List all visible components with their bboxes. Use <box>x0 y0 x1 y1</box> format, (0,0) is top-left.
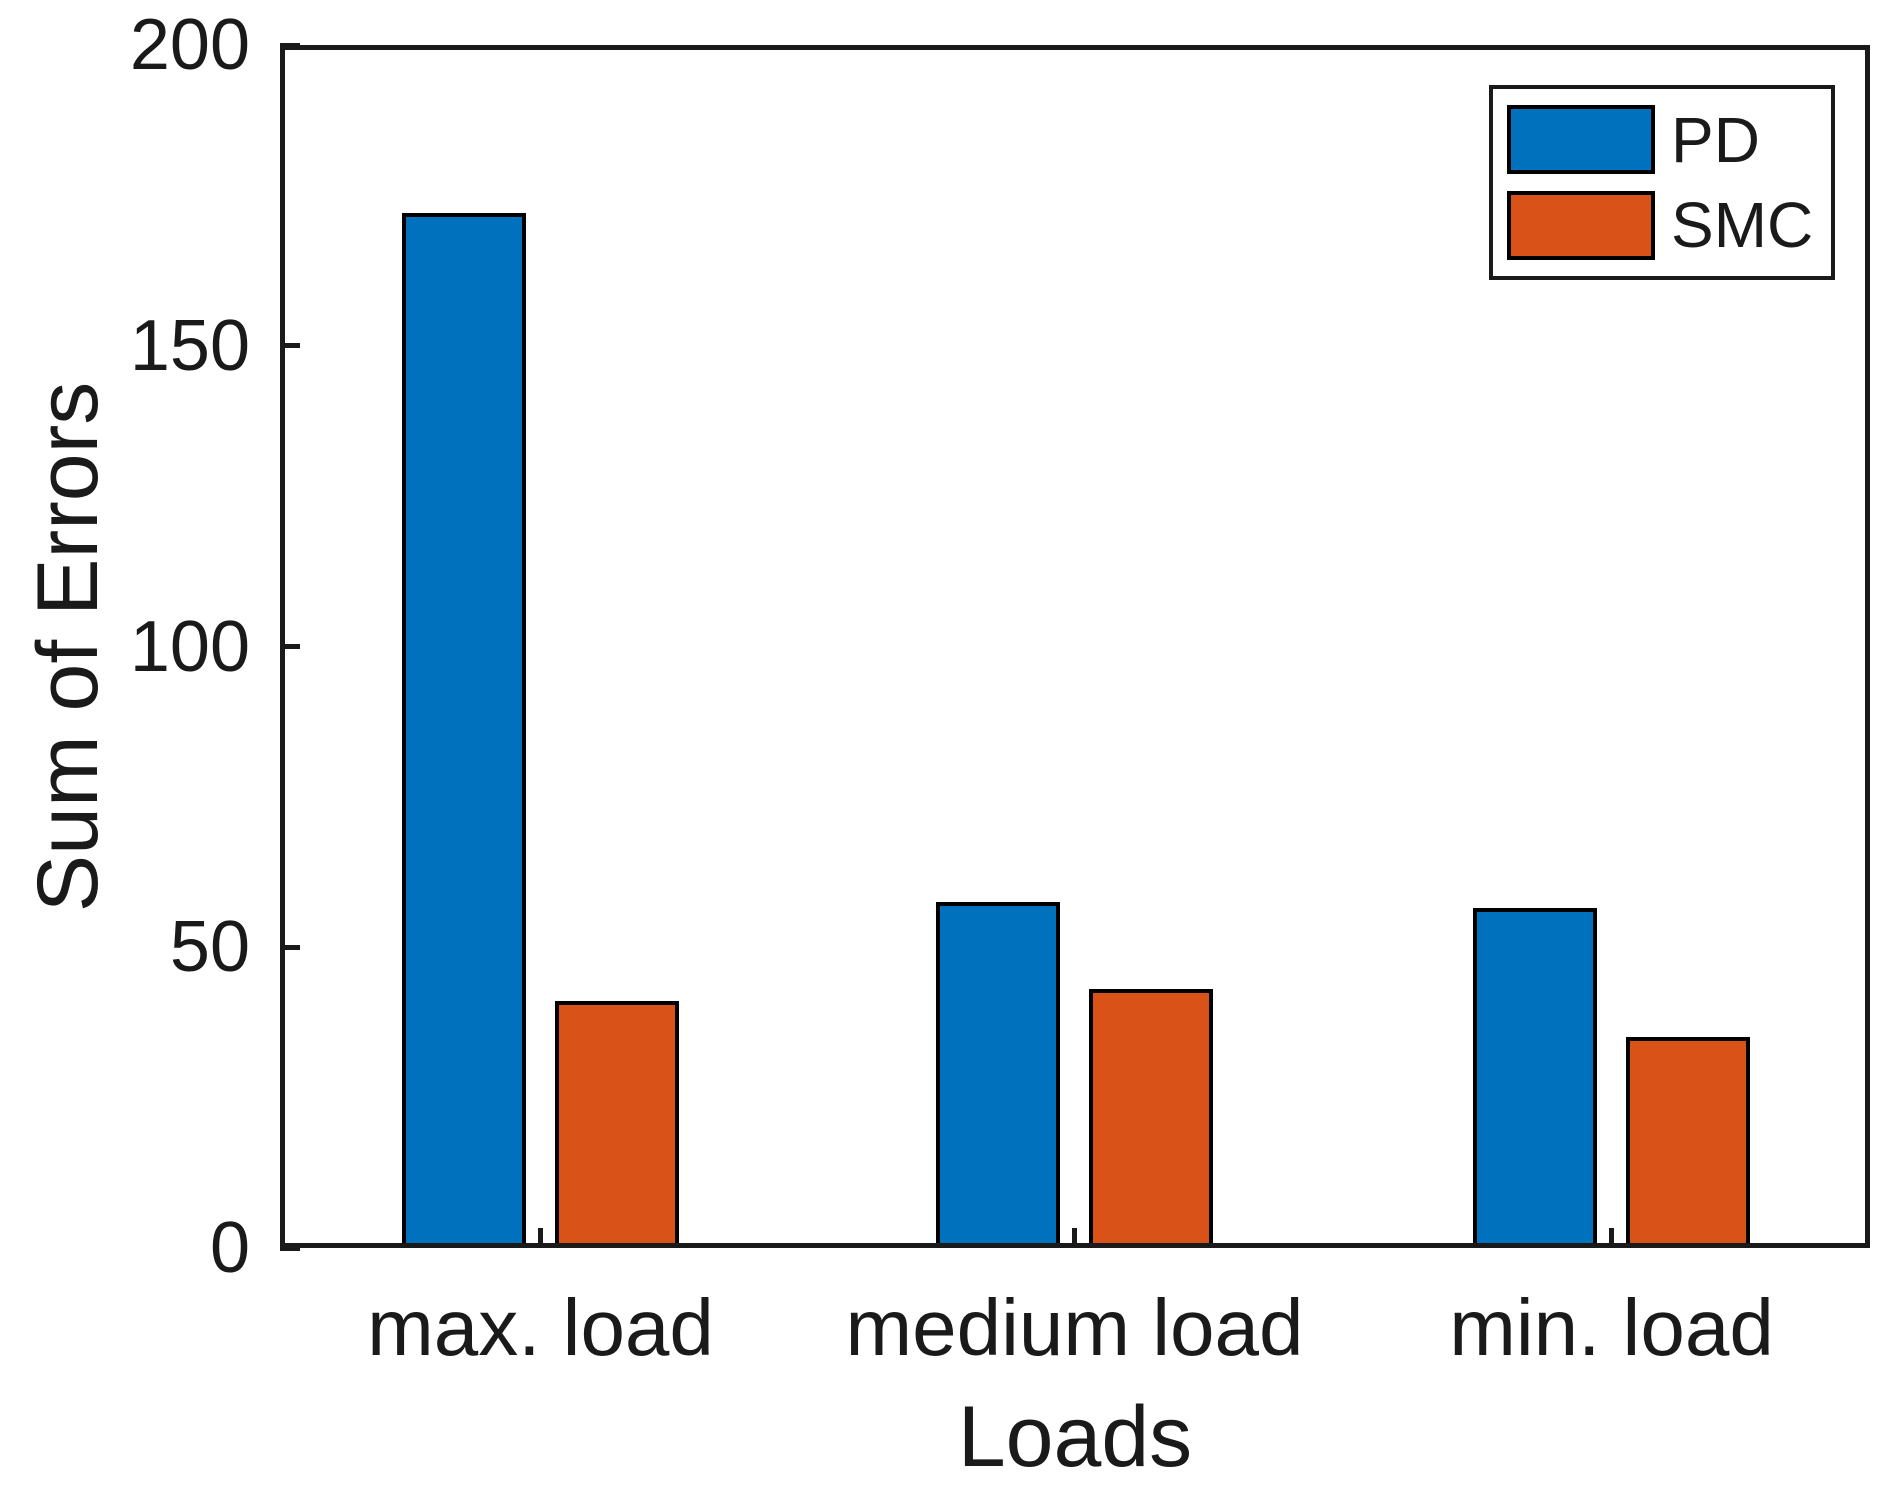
x-tick-min-load <box>1609 1228 1614 1248</box>
smc-color-swatch <box>1507 190 1655 260</box>
bar-smc-max-load <box>555 1001 679 1248</box>
y-tick-label-50: 50 <box>169 907 250 988</box>
y-tick-200 <box>280 42 300 48</box>
y-tick-100 <box>280 644 300 649</box>
y-tick-50 <box>280 944 300 950</box>
bar-smc-medium-load <box>1089 989 1213 1248</box>
x-tick-label-max-load: max. load <box>367 1283 714 1372</box>
x-tick-max-load <box>538 1228 543 1248</box>
legend-item-smc: SMC <box>1507 189 1831 262</box>
y-tick-label-150: 150 <box>129 305 250 386</box>
x-tick-medium-load <box>1072 1228 1077 1248</box>
bar-pd-medium-load <box>936 902 1060 1248</box>
legend-item-pd: PD <box>1507 103 1831 176</box>
y-tick-label-0: 0 <box>209 1208 250 1288</box>
x-tick-label-medium-load: medium load <box>845 1283 1304 1372</box>
plot-area <box>280 42 1870 1251</box>
legend-label-pd: PD <box>1671 103 1760 176</box>
x-axis-label: Loads <box>957 1389 1193 1485</box>
legend-label-smc: SMC <box>1671 189 1814 262</box>
y-tick-150 <box>280 343 300 349</box>
y-tick-label-100: 100 <box>129 606 250 687</box>
pd-color-swatch <box>1507 105 1655 175</box>
bar-pd-min-load <box>1473 908 1597 1248</box>
bar-smc-min-load <box>1626 1037 1750 1248</box>
legend: PD SMC <box>1489 85 1835 280</box>
x-tick-label-min-load: min. load <box>1449 1283 1774 1372</box>
y-tick-label-200: 200 <box>129 5 250 85</box>
y-tick-0 <box>280 1245 300 1251</box>
bar-pd-max-load <box>402 213 526 1248</box>
